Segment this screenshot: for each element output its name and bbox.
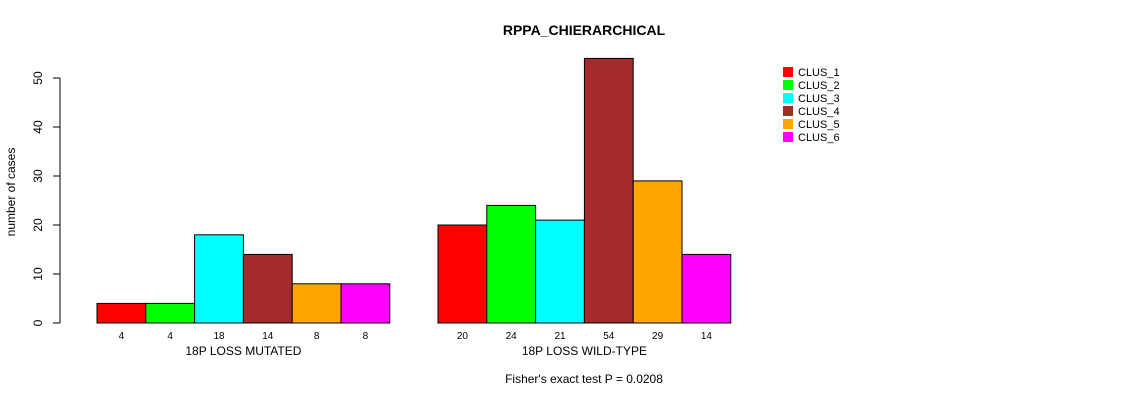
- bars: [96, 57, 732, 324]
- y-axis: 0 10 20 30 40 50: [31, 71, 61, 326]
- bar-clus-5: [632, 180, 683, 324]
- group-labels: 18P LOSS MUTATED 18P LOSS WILD-TYPE: [185, 344, 647, 358]
- bar-count-labels: 4 4 18 14 8 8 20 24 21 54 29 14: [119, 331, 713, 342]
- group-label: 18P LOSS MUTATED: [185, 344, 301, 358]
- bar-count-label: 18: [213, 331, 225, 342]
- legend-swatch: [783, 80, 793, 90]
- bar-clus-5: [291, 283, 342, 324]
- bar-clus-6: [340, 283, 391, 324]
- bar-clus-1: [437, 224, 488, 324]
- legend-swatch: [783, 67, 793, 77]
- legend-label: CLUS_6: [798, 132, 840, 144]
- y-tick-label: 0: [31, 319, 45, 326]
- bar-count-label: 54: [603, 331, 615, 342]
- legend-label: CLUS_2: [798, 80, 840, 92]
- y-tick-label: 10: [31, 267, 45, 281]
- chart-title: RPPA_CHIERARCHICAL: [503, 22, 666, 38]
- bar-count-label: 14: [262, 331, 274, 342]
- bar-count-label: 8: [363, 331, 369, 342]
- bar-count-label: 4: [119, 331, 125, 342]
- bar-clus-3: [535, 219, 585, 324]
- bar-count-label: 14: [701, 331, 713, 342]
- bar-clus-4: [583, 57, 634, 324]
- bar-count-label: 8: [314, 331, 320, 342]
- y-tick-label: 20: [31, 218, 45, 232]
- y-axis-label: number of cases: [4, 148, 18, 237]
- bar-count-label: 24: [506, 331, 518, 342]
- y-tick-label: 40: [31, 120, 45, 134]
- bar-clus-3: [194, 234, 244, 324]
- fisher-test-footnote: Fisher's exact test P = 0.0208: [505, 372, 663, 386]
- legend-label: CLUS_3: [798, 93, 840, 105]
- legend-label: CLUS_1: [798, 67, 840, 79]
- legend-swatch: [783, 106, 793, 116]
- y-tick-label: 50: [31, 71, 45, 85]
- bar-count-label: 21: [554, 331, 566, 342]
- bar-clus-2: [486, 204, 537, 324]
- bar-clus-2: [145, 302, 196, 324]
- bar-count-label: 4: [167, 331, 173, 342]
- bar-clus-4: [242, 253, 293, 324]
- legend-swatch: [783, 119, 793, 129]
- legend-label: CLUS_5: [798, 119, 840, 131]
- legend-swatch: [783, 93, 793, 103]
- bar-count-label: 20: [457, 331, 469, 342]
- legend-swatch: [783, 132, 793, 142]
- legend-label: CLUS_4: [798, 106, 840, 118]
- bar-count-label: 29: [652, 331, 664, 342]
- group-label: 18P LOSS WILD-TYPE: [522, 344, 647, 358]
- y-tick-label: 30: [31, 169, 45, 183]
- bar-clus-6: [681, 253, 732, 324]
- bar-clus-1: [96, 302, 147, 324]
